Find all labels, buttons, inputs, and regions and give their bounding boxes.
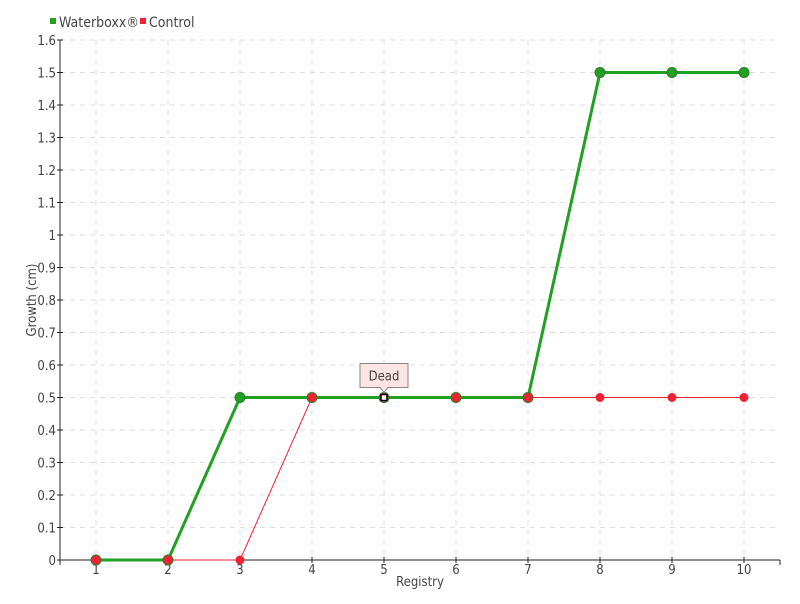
tooltip-box [359, 363, 409, 394]
x-tick-label: 10 [737, 563, 752, 578]
annotated-point-marker [380, 393, 388, 402]
x-tick-label: 5 [380, 563, 387, 578]
y-tick-label: 1.2 [37, 164, 56, 179]
y-tick-label: 0.8 [37, 294, 56, 309]
point-control [307, 393, 317, 402]
y-tick-label: 1.3 [37, 132, 56, 147]
point-control [451, 393, 461, 402]
y-axis-label: Growth (cm) [25, 264, 40, 337]
legend-swatch-control [140, 18, 146, 24]
legend-label-control[interactable]: Control [149, 15, 195, 31]
series-line-control [96, 397, 744, 561]
y-tick-label: 1.1 [37, 197, 56, 212]
y-tick-label: 0.3 [37, 457, 56, 472]
y-tick-label: 1.4 [37, 99, 56, 114]
point-control [163, 555, 173, 565]
point-waterboxx [738, 67, 750, 78]
y-tick-label: 0.2 [37, 489, 56, 504]
x-tick-label: 7 [524, 563, 531, 578]
x-tick-label: 9 [668, 563, 675, 578]
x-tick-label: 6 [452, 563, 459, 578]
x-tick-label: 1 [92, 563, 99, 578]
y-tick-label: 1.6 [37, 34, 56, 49]
x-tick-label: 3 [236, 563, 243, 578]
y-tick-label: 0.7 [37, 327, 56, 342]
series-line-waterboxx [96, 71, 744, 562]
tooltip-text: Dead [369, 370, 400, 385]
point-waterboxx [594, 67, 606, 78]
x-axis-label: Registry [396, 575, 444, 590]
point-control [91, 555, 101, 565]
y-tick-label: 0 [49, 554, 56, 569]
point-waterboxx [666, 67, 678, 78]
x-tick-label: 4 [308, 563, 315, 578]
x-tick-label: 8 [596, 563, 603, 578]
y-tick-label: 0.5 [37, 392, 56, 407]
y-tick-label: 1 [49, 229, 56, 244]
y-tick-label: 0.6 [37, 359, 56, 374]
x-tick-label: 2 [164, 563, 171, 578]
y-tick-label: 1.5 [37, 67, 56, 82]
y-tick-label: 0.9 [37, 262, 56, 277]
point-control [667, 393, 677, 402]
point-control [739, 393, 749, 402]
y-tick-label: 0.1 [37, 522, 56, 537]
y-tick-label: 0.4 [37, 424, 56, 439]
point-control [595, 393, 605, 402]
point-control [235, 555, 245, 565]
legend-swatch-waterboxx [50, 18, 56, 24]
tooltip-annotation: Dead [359, 363, 409, 402]
legend: Waterboxx® Control [50, 15, 195, 31]
legend-label-waterboxx[interactable]: Waterboxx® [59, 15, 139, 31]
point-waterboxx [234, 392, 246, 403]
point-control [523, 393, 533, 402]
